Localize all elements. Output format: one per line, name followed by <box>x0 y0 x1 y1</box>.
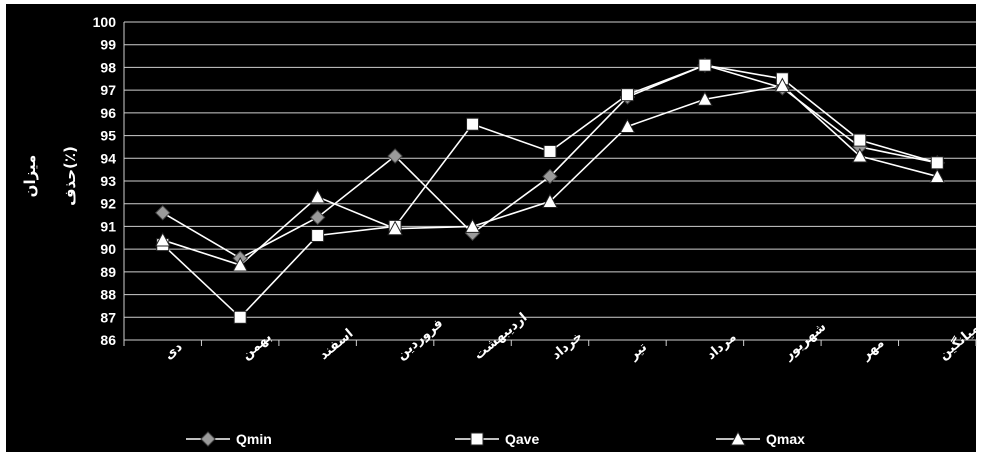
x-tick-label: میانگین <box>936 320 982 363</box>
point-qmax <box>387 220 403 236</box>
y-tick-label: 90 <box>100 241 116 257</box>
y-tick-label: 93 <box>100 173 116 189</box>
point-qmin <box>542 168 558 185</box>
y-tick-label: 92 <box>100 196 116 212</box>
point-qmax <box>542 193 558 208</box>
point-qmax <box>619 118 636 133</box>
point-qave <box>620 88 634 102</box>
y-tick-label: 88 <box>100 287 116 303</box>
point-qave <box>466 117 480 131</box>
point-qave <box>543 144 557 158</box>
point-qmax <box>232 256 249 272</box>
chart-frame <box>6 4 976 452</box>
point-qmax <box>464 218 481 233</box>
x-tick-label: دی <box>162 339 186 363</box>
series-line-qmin <box>162 64 938 260</box>
legend-marker-qave <box>470 432 484 446</box>
y-tick-label: 91 <box>100 218 116 234</box>
y-tick-label: 95 <box>100 128 116 144</box>
x-tick-label: اسفند <box>317 326 357 363</box>
x-tick-label: مرداد <box>704 330 740 363</box>
y-tick-label: 99 <box>100 37 116 53</box>
point-qave <box>930 156 944 170</box>
y-tick-label: 98 <box>100 59 116 75</box>
point-qmax <box>929 168 946 183</box>
point-qmax <box>697 91 713 106</box>
y-tick-label: 100 <box>93 14 117 30</box>
legend-marker-qmin <box>200 431 216 447</box>
y-tick-label: 89 <box>100 264 116 280</box>
x-tick-label: خرداد <box>549 329 586 363</box>
series-line-qave <box>162 64 938 319</box>
y-tick-label: 97 <box>100 82 116 98</box>
legend-label-qave: Qave <box>505 431 539 447</box>
point-qave <box>698 58 712 72</box>
legend-marker-qmax <box>730 430 746 446</box>
point-qave <box>233 310 247 324</box>
point-qmin <box>155 205 171 221</box>
y-tick-label: 94 <box>100 150 116 166</box>
point-qmax <box>851 147 868 163</box>
x-tick-label: شهریور <box>781 319 830 363</box>
point-qave <box>853 133 867 147</box>
point-qave <box>311 229 325 243</box>
point-qmax <box>154 232 171 247</box>
legend-label-qmax: Qmax <box>766 431 805 447</box>
legend-label-qmin: Qmin <box>236 431 272 447</box>
x-tick-label: اردیبهشت <box>471 310 530 363</box>
x-tick-label: تیر <box>626 340 650 364</box>
y-tick-label: 86 <box>100 332 116 348</box>
x-tick-label: بهمن <box>239 330 275 363</box>
y-tick-label: 96 <box>100 105 116 121</box>
point-qmax <box>309 188 326 204</box>
y-tick-label: 87 <box>100 309 116 325</box>
point-qmin <box>309 209 326 226</box>
point-qmax <box>774 77 791 93</box>
point-qmin <box>387 148 403 164</box>
